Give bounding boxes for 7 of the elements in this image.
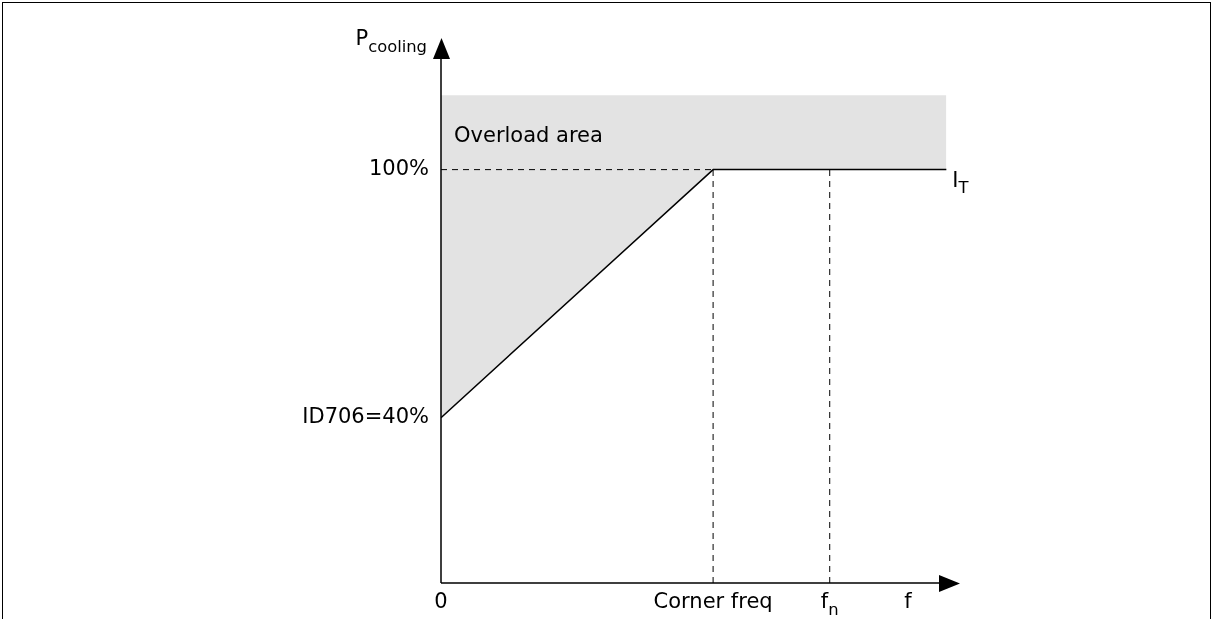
annotation: Overload area — [454, 123, 603, 148]
text: ID706= — [302, 404, 383, 429]
y-tick-label: 40% — [382, 404, 430, 429]
y-tick-label: 100% — [368, 156, 430, 181]
x-tick-label: Corner freq — [653, 589, 773, 614]
x-tick-label: 0 — [434, 589, 448, 614]
x-axis-title: f — [904, 589, 913, 614]
